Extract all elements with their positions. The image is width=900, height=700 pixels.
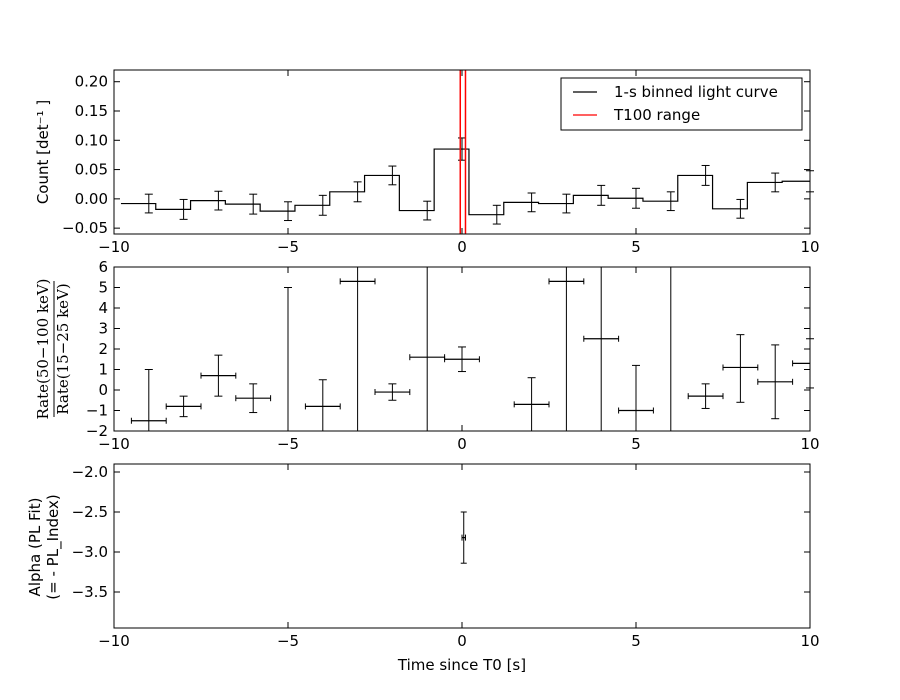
y-tick-label: −2.0 xyxy=(72,463,108,481)
legend: 1-s binned light curve T100 range xyxy=(560,77,803,131)
y-tick-label: 0 xyxy=(98,381,108,399)
y-tick-label: 0.05 xyxy=(75,161,108,179)
y-tick-label: 2 xyxy=(98,340,108,358)
y-tick-label: 1 xyxy=(98,361,108,379)
x-tick-label: −5 xyxy=(277,435,299,453)
light-curve-axes: −10 −5 0 5 10 −0.05 0.00 0.05 0.10 0.15 0.20 xyxy=(62,70,820,256)
y-tick-label: −3.5 xyxy=(72,583,108,601)
hardness-ratio-data xyxy=(130,267,814,431)
y-tick-label: 3 xyxy=(98,320,108,338)
y-tick-label: −1 xyxy=(86,402,108,420)
y-tick-label: 0.00 xyxy=(75,190,108,208)
x-tick-label: 0 xyxy=(457,632,467,650)
y-tick-label: −2.5 xyxy=(72,503,108,521)
x-tick-label: −10 xyxy=(98,632,130,650)
alpha-panel: −10 −5 0 5 10 −2.0 −2.5 −3.0 −3.5 Alpha (PL Fit)… xyxy=(26,463,820,674)
y-axis-label-denominator: Rate(15−25 keV) xyxy=(54,283,72,415)
alpha-data xyxy=(460,511,467,564)
legend-label-t100: T100 range xyxy=(613,106,700,124)
y-tick-label: −0.05 xyxy=(62,219,108,237)
y-axis-label-numerator: Rate(50−100 keV) xyxy=(34,278,52,419)
plot-area-frame xyxy=(113,463,811,629)
x-tick-label: −5 xyxy=(277,238,299,256)
y-axis-label-count: Count [det⁻¹ ] xyxy=(34,100,52,204)
legend-label-light-curve: 1-s binned light curve xyxy=(614,83,778,101)
x-tick-label: 0 xyxy=(457,435,467,453)
y-tick-label: 4 xyxy=(98,299,108,317)
y-axis-label-alpha: Alpha (PL Fit) xyxy=(26,498,44,597)
x-tick-label: 10 xyxy=(800,435,819,453)
light-curve-data xyxy=(120,70,814,234)
x-tick-label: 10 xyxy=(800,238,819,256)
alpha-axes: −10 −5 0 5 10 −2.0 −2.5 −3.0 −3.5 xyxy=(72,463,820,650)
x-tick-label: −5 xyxy=(277,632,299,650)
y-tick-label: 6 xyxy=(98,258,108,276)
x-tick-label: 5 xyxy=(631,632,641,650)
y-tick-label: 0.20 xyxy=(75,73,108,91)
y-tick-label: −2 xyxy=(86,422,108,440)
x-tick-label: −10 xyxy=(98,238,130,256)
y-tick-label: −3.0 xyxy=(72,543,108,561)
y-tick-label: 0.10 xyxy=(75,131,108,149)
legend-box xyxy=(560,77,803,131)
x-tick-label: 0 xyxy=(457,238,467,256)
y-axis-label-hardness-ratio: Rate(50−100 keV) Rate(15−25 keV) xyxy=(34,278,72,419)
x-tick-label: 10 xyxy=(800,632,819,650)
y-tick-label: 0.15 xyxy=(75,102,108,120)
x-tick-label: 5 xyxy=(631,435,641,453)
y-axis-label-alpha-line2: (= - PL_Index) xyxy=(44,494,63,599)
light-curve-panel: 1-s binned light curve T100 range −10 −5 0… xyxy=(34,69,820,256)
x-tick-label: −10 xyxy=(98,435,130,453)
x-axis-label: Time since T0 [s] xyxy=(397,656,526,674)
light-curve-step xyxy=(120,148,810,216)
x-tick-label: 5 xyxy=(631,238,641,256)
y-tick-label: 5 xyxy=(98,279,108,297)
